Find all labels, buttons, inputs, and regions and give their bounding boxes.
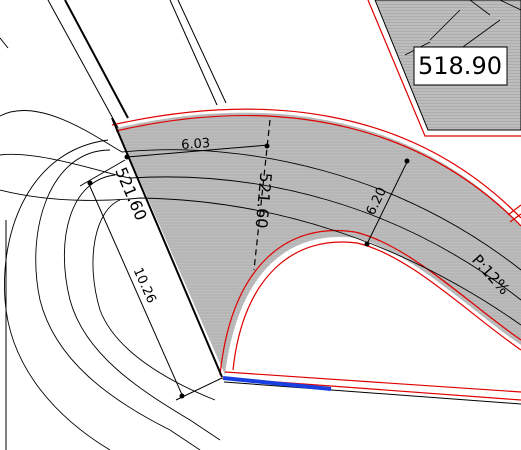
road-edge-line-3 — [169, 0, 218, 106]
curb-bottom-black — [223, 381, 521, 405]
curb-right-red — [507, 204, 521, 223]
contour-arc-1 — [35, 149, 201, 450]
dashed-elevation-line — [253, 119, 271, 271]
curb-inner-red-1 — [219, 230, 521, 376]
dim-10-26-end-top — [87, 180, 93, 186]
curb-outer-red-2 — [115, 115, 521, 227]
dim-10-26-tick-top — [79, 159, 126, 187]
elevation-label-mid: 521.60 — [252, 172, 276, 229]
contour-line-2 — [0, 153, 521, 301]
road-edge-line-4 — [177, 0, 227, 104]
dim-6-03-end-right — [264, 143, 270, 149]
dim-6-03-end-left — [124, 154, 130, 160]
highlighted-segment[interactable] — [222, 376, 332, 391]
building-inner-lines — [404, 0, 521, 61]
dim-line-6-03 — [126, 144, 269, 158]
building-outline-red — [367, 0, 521, 137]
dim-6-20-end-bottom — [364, 241, 370, 247]
dim-label-6-03: 6.03 — [181, 136, 211, 153]
contour-arc-3 — [92, 199, 216, 401]
dim-line-10-26 — [87, 181, 184, 398]
dim-6-20-end-top — [404, 158, 410, 164]
contour-arc-4 — [4, 139, 111, 450]
curb-inner-red-2 — [232, 241, 521, 371]
contour-arc-2 — [63, 174, 221, 441]
ramp-boundary-line — [111, 117, 223, 378]
dim-line-6-20 — [365, 159, 409, 247]
dim-10-26-end-bottom — [179, 393, 185, 399]
ramp-paving-area — [117, 112, 521, 375]
road-edge-line-2 — [64, 0, 129, 119]
curb-outer-red-1 — [111, 108, 521, 219]
edge-tick-left — [0, 37, 9, 49]
contour-line-1 — [0, 110, 521, 271]
contour-line-3 — [0, 189, 521, 326]
elevation-box — [413, 46, 508, 86]
road-edge-line-1 — [47, 0, 123, 136]
curb-bottom-red — [221, 371, 521, 401]
elevation-box-label: 518.90 — [418, 52, 502, 80]
